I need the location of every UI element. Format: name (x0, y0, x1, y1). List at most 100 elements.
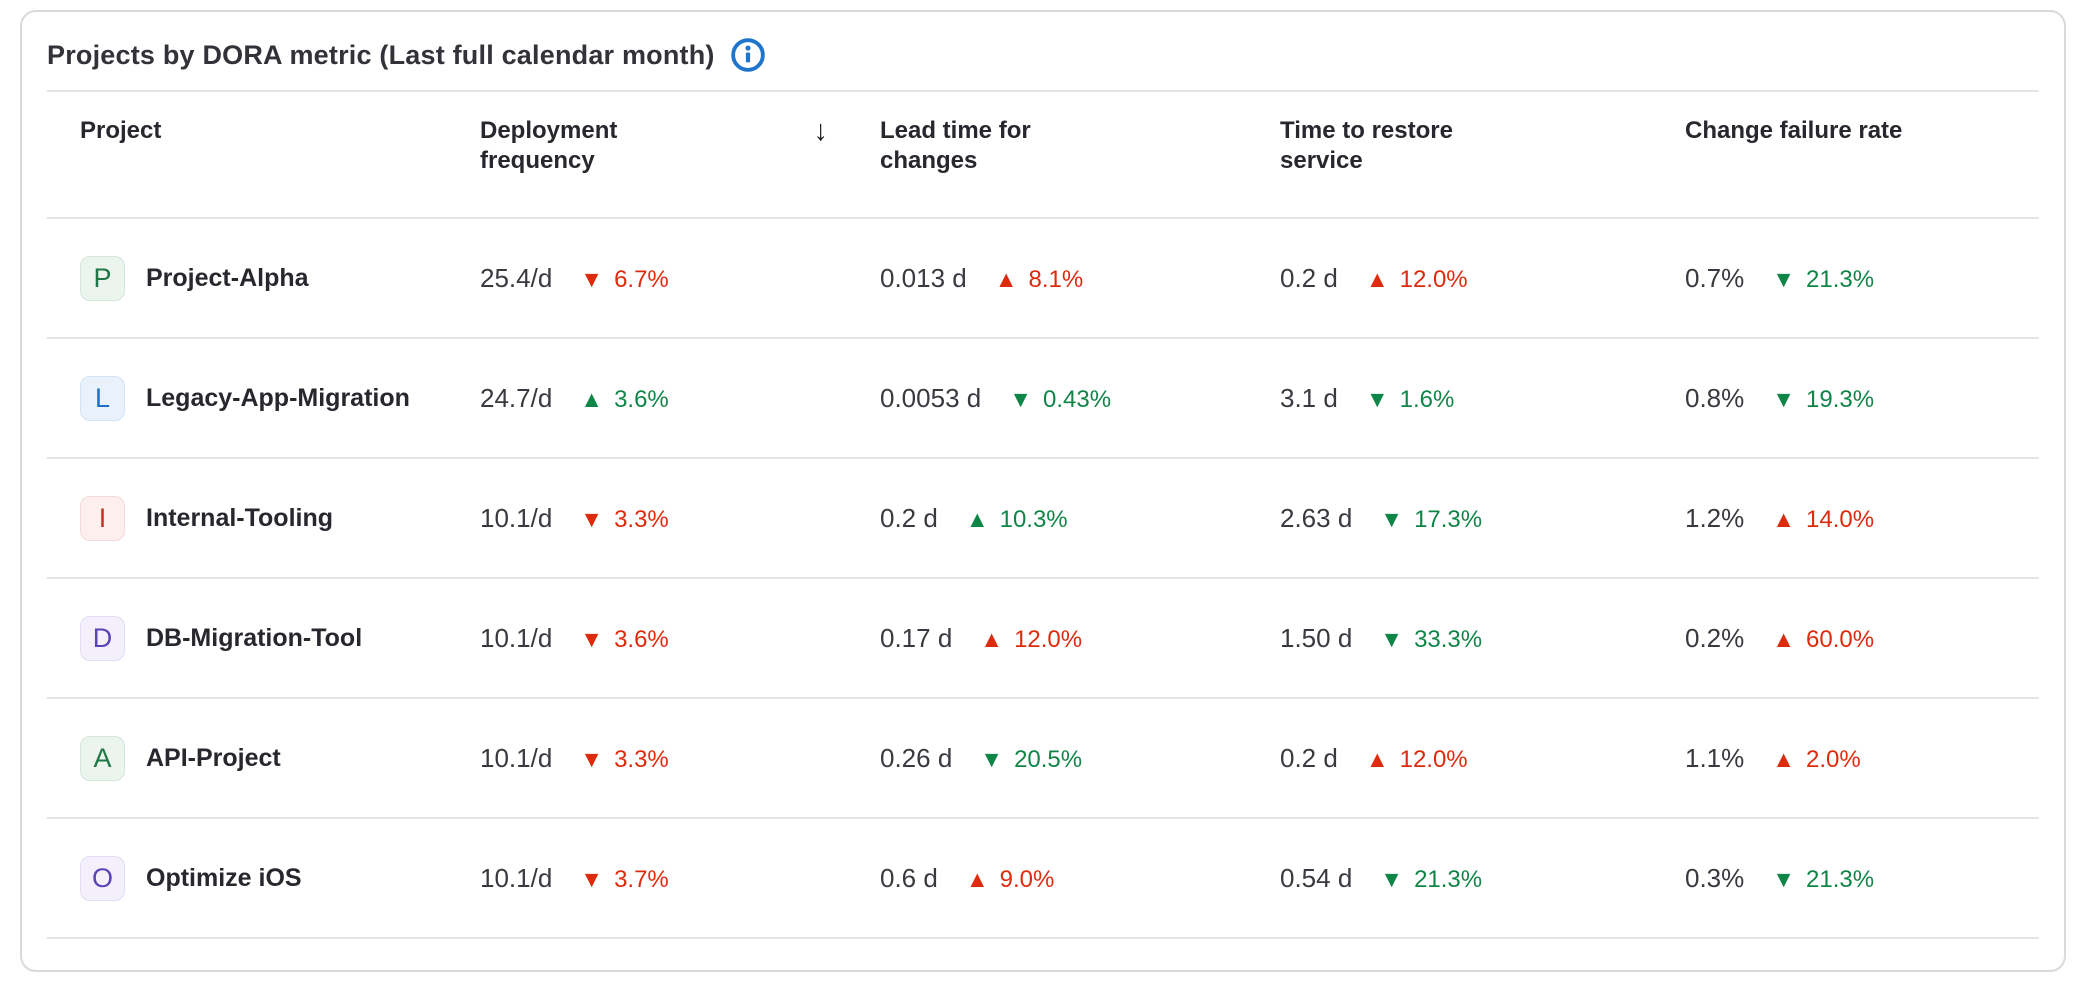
trend-badge: ▲ 10.3% (966, 506, 1068, 534)
trend-badge: ▼ 3.3% (580, 746, 668, 774)
info-icon[interactable] (730, 37, 766, 73)
trend-down-icon: ▼ (580, 865, 604, 892)
trend-down-icon: ▼ (1772, 385, 1796, 412)
project-cell: P Project-Alpha (80, 255, 480, 301)
column-header-time-to-restore[interactable]: Time to restore service (1280, 116, 1685, 176)
time-to-restore-cell: 1.50 d ▼ 33.3% (1280, 623, 1685, 654)
metric-value: 0.54 d (1280, 862, 1353, 893)
trend-down-icon: ▼ (1380, 625, 1404, 652)
metric-value: 10.1/d (480, 742, 553, 773)
project-name-link[interactable]: Project-Alpha (146, 263, 309, 292)
trend-change: 3.6% (614, 385, 669, 413)
deployment-frequency-cell: 10.1/d ▼ 3.3% (480, 743, 880, 774)
project-cell: D DB-Migration-Tool (80, 615, 480, 661)
metric-value: 10.1/d (480, 622, 553, 653)
trend-change: 0.43% (1042, 385, 1112, 413)
project-avatar[interactable]: P (80, 255, 125, 301)
project-name-link[interactable]: Internal-Tooling (146, 503, 334, 532)
project-cell: O Optimize iOS (80, 855, 480, 901)
trend-up-icon: ▲ (965, 865, 989, 892)
trend-badge: ▼ 3.3% (580, 506, 668, 534)
change-failure-rate-cell: 1.1% ▲ 2.0% (1685, 743, 2006, 774)
trend-change: 60.0% (1806, 625, 1875, 653)
metric-value: 0.0053 d (880, 382, 982, 413)
trend-badge: ▼ 0.43% (1009, 386, 1111, 414)
project-avatar[interactable]: I (80, 495, 125, 541)
trend-down-icon: ▼ (1772, 265, 1796, 292)
metric-value: 1.1% (1685, 742, 1745, 773)
time-to-restore-cell: 3.1 d ▼ 1.6% (1280, 383, 1685, 414)
trend-badge: ▲ 9.0% (966, 866, 1054, 894)
project-avatar[interactable]: A (80, 735, 125, 781)
trend-badge: ▼ 21.3% (1772, 266, 1874, 294)
trend-up-icon: ▲ (1365, 265, 1389, 292)
trend-badge: ▲ 60.0% (1772, 626, 1874, 654)
column-header-deployment-frequency[interactable]: Deployment frequency ↓ (480, 116, 880, 176)
change-failure-rate-cell: 0.8% ▼ 19.3% (1685, 383, 2006, 414)
metric-value: 0.6 d (880, 862, 938, 893)
column-header-lead-time[interactable]: Lead time for changes (880, 116, 1280, 176)
trend-change: 2.0% (1806, 745, 1861, 773)
trend-badge: ▼ 33.3% (1380, 626, 1482, 654)
table-row: O Optimize iOS 10.1/d ▼ 3.7% 0.6 d ▲ 9.0… (47, 819, 2039, 939)
trend-up-icon: ▲ (980, 625, 1004, 652)
metric-value: 0.8% (1685, 382, 1745, 413)
metric-value: 0.2 d (1280, 742, 1338, 773)
project-name-link[interactable]: Legacy-App-Migration (146, 383, 410, 412)
change-failure-rate-cell: 0.7% ▼ 21.3% (1685, 263, 2006, 294)
trend-down-icon: ▼ (580, 265, 604, 292)
trend-up-icon: ▲ (994, 265, 1018, 292)
trend-badge: ▲ 14.0% (1772, 506, 1874, 534)
lead-time-cell: 0.2 d ▲ 10.3% (880, 503, 1280, 534)
trend-badge: ▼ 3.7% (580, 866, 668, 894)
deployment-frequency-cell: 10.1/d ▼ 3.7% (480, 863, 880, 894)
lead-time-cell: 0.013 d ▲ 8.1% (880, 263, 1280, 294)
metric-value: 0.7% (1685, 262, 1745, 293)
column-label: Change failure rate (1685, 117, 1903, 144)
trend-change: 20.5% (1014, 745, 1083, 773)
trend-up-icon: ▲ (1772, 745, 1796, 772)
project-name-link[interactable]: API-Project (146, 743, 281, 772)
table-row: D DB-Migration-Tool 10.1/d ▼ 3.6% 0.17 d… (47, 579, 2039, 699)
project-avatar[interactable]: O (80, 855, 125, 901)
trend-change: 33.3% (1414, 625, 1483, 653)
project-name-link[interactable]: DB-Migration-Tool (146, 623, 363, 652)
trend-change: 19.3% (1806, 385, 1875, 413)
lead-time-cell: 0.26 d ▼ 20.5% (880, 743, 1280, 774)
metric-value: 0.2 d (1280, 262, 1338, 293)
project-avatar[interactable]: L (80, 375, 125, 421)
trend-change: 14.0% (1806, 505, 1875, 533)
lead-time-cell: 0.17 d ▲ 12.0% (880, 623, 1280, 654)
table-row: P Project-Alpha 25.4/d ▼ 6.7% 0.013 d ▲ … (47, 219, 2039, 339)
trend-change: 12.0% (1399, 745, 1468, 773)
change-failure-rate-cell: 0.2% ▲ 60.0% (1685, 623, 2006, 654)
table-row: L Legacy-App-Migration 24.7/d ▲ 3.6% 0.0… (47, 339, 2039, 459)
project-name-link[interactable]: Optimize iOS (146, 863, 302, 892)
project-avatar[interactable]: D (80, 615, 125, 661)
trend-down-icon: ▼ (1772, 865, 1796, 892)
metric-value: 0.013 d (880, 262, 967, 293)
trend-up-icon: ▲ (1772, 625, 1796, 652)
metric-value: 10.1/d (480, 862, 553, 893)
trend-up-icon: ▲ (965, 505, 989, 532)
column-header-project[interactable]: Project (80, 116, 480, 146)
trend-badge: ▼ 21.3% (1772, 866, 1874, 894)
project-cell: A API-Project (80, 735, 480, 781)
trend-down-icon: ▼ (580, 745, 604, 772)
trend-change: 9.0% (999, 865, 1055, 893)
metric-value: 1.50 d (1280, 622, 1353, 653)
trend-change: 3.6% (614, 625, 669, 653)
time-to-restore-cell: 2.63 d ▼ 17.3% (1280, 503, 1685, 534)
metric-value: 3.1 d (1280, 382, 1338, 413)
sort-descending-icon[interactable]: ↓ (813, 115, 829, 147)
trend-badge: ▼ 3.6% (580, 626, 668, 654)
trend-up-icon: ▲ (580, 385, 604, 412)
trend-badge: ▲ 2.0% (1772, 746, 1860, 774)
trend-change: 3.3% (614, 745, 669, 773)
info-circle-icon (730, 38, 765, 72)
column-label: Time to restore service (1280, 117, 1453, 174)
column-header-change-failure-rate[interactable]: Change failure rate (1685, 116, 2006, 146)
lead-time-cell: 0.0053 d ▼ 0.43% (880, 383, 1280, 414)
project-cell: I Internal-Tooling (80, 495, 480, 541)
metric-value: 0.17 d (880, 622, 953, 653)
